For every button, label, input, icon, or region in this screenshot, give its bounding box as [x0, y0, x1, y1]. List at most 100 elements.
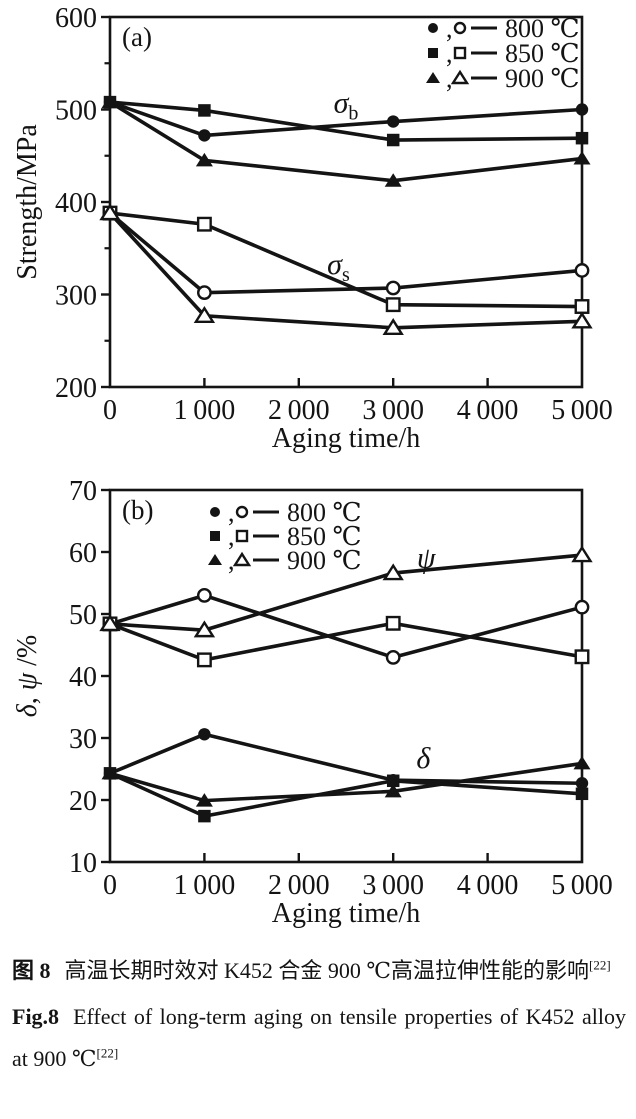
- legend-open-circle-icon: [453, 21, 467, 35]
- annotation-symbol: σ: [334, 86, 350, 119]
- x-axis-title: Aging time/h: [272, 423, 421, 454]
- y-tick-label: 20: [69, 786, 97, 817]
- legend-label: 800 ℃: [287, 498, 362, 527]
- marker-delta-850: [386, 774, 400, 788]
- annotation-δ: δ: [416, 742, 431, 775]
- y-tick-label: 500: [55, 96, 97, 127]
- x-tick-label: 2 000: [268, 870, 330, 901]
- y-axis-title-part: δ: [12, 703, 43, 717]
- marker-sigma-b-800: [575, 103, 589, 116]
- marker-sigma-s-850: [196, 216, 212, 232]
- series-line-psi-850: [109, 621, 583, 662]
- marker-delta-900: [384, 783, 402, 798]
- y-tick-label: 70: [69, 476, 97, 507]
- legend-open-triangle-icon: [232, 551, 252, 567]
- y-tick-label: 40: [69, 662, 97, 693]
- annotation-symbol: δ: [416, 742, 431, 775]
- x-tick-label: 0: [103, 395, 117, 426]
- legend-filled-square-icon: [428, 48, 438, 58]
- legend-open-square-icon: [453, 46, 467, 60]
- marker-delta-850: [198, 809, 211, 823]
- y-tick-label: 30: [69, 724, 97, 755]
- marker-sigma-b-800: [198, 129, 211, 142]
- series-line-sigma-s-850: [109, 211, 583, 309]
- annotation-subscript: b: [348, 102, 358, 124]
- caption-en-text: Effect of long-term aging on tensile pro…: [12, 1004, 626, 1071]
- marker-sigma-s-800: [385, 280, 401, 296]
- marker-sigma-b-800: [387, 115, 400, 128]
- series-line-delta-900: [109, 761, 583, 803]
- chart-a-strength-plot: 200 300 400 500 600 0 1 000 2 000 3 000 4 000 5 00…: [12, 3, 613, 454]
- x-axis-title: Aging time/h: [272, 898, 421, 929]
- legend-filled-triangle-icon: [208, 554, 222, 565]
- marker-psi-800: [385, 649, 401, 665]
- series-line-sigma-s-800: [108, 211, 583, 295]
- y-tick-label: 10: [69, 848, 97, 879]
- caption-zh-label: 图 8: [12, 958, 51, 983]
- marker-sigma-b-900: [195, 152, 213, 167]
- y-tick-label: 400: [55, 188, 97, 219]
- figure-caption: 图 8 高温长期时效对 K452 合金 900 ℃高温拉伸性能的影响[22] Fi…: [0, 940, 636, 1080]
- y-axis-title-part: /%: [12, 635, 43, 673]
- annotation-subscript: s: [342, 264, 350, 286]
- legend-label: 900 ℃: [505, 64, 580, 93]
- marker-psi-900: [99, 614, 121, 632]
- y-axis-title: Strength/MPa: [12, 124, 43, 280]
- annotation-symbol: ψ: [417, 542, 437, 575]
- marker-psi-900: [571, 545, 593, 563]
- marker-delta-850: [575, 787, 589, 801]
- marker-psi-900: [382, 563, 404, 581]
- marker-sigma-s-800: [574, 263, 590, 278]
- marker-psi-850: [385, 615, 401, 631]
- legend-comma: ,: [228, 498, 235, 527]
- legend-row-800c: , 800 ℃: [428, 14, 580, 43]
- marker-sigma-b-900: [573, 151, 591, 165]
- marker-sigma-s-800: [196, 285, 212, 301]
- marker-sigma-b-850: [386, 133, 400, 147]
- legend-comma: ,: [228, 522, 235, 551]
- series-line-delta-800: [109, 732, 583, 786]
- legend-open-circle-icon: [235, 505, 249, 519]
- x-tick-label: 4 000: [457, 870, 519, 901]
- caption-zh-ref: [22]: [589, 957, 611, 973]
- legend-filled-circle-icon: [210, 507, 220, 517]
- y-tick-label: 600: [55, 3, 97, 34]
- y-tick-label: 300: [55, 281, 97, 312]
- marker-sigma-b-850: [198, 104, 211, 117]
- x-tick-label: 0: [103, 870, 117, 901]
- figure-8: 200 300 400 500 600 0 1 000 2 000 3 000 4 000 5 00…: [0, 3, 636, 1080]
- legend-comma: ,: [446, 14, 453, 43]
- caption-en-ref: [22]: [96, 1045, 119, 1061]
- y-axis-title-part: ψ: [12, 672, 43, 690]
- legend-row-800c: , 800 ℃: [210, 498, 362, 527]
- legend-filled-triangle-icon: [426, 72, 440, 83]
- marker-psi-900: [193, 620, 216, 638]
- y-axis-title-part: Strength/MPa: [12, 124, 43, 280]
- panel-label: (b): [122, 495, 153, 525]
- legend-label: 800 ℃: [505, 14, 580, 43]
- marker-delta-900: [195, 793, 213, 807]
- x-tick-label: 1 000: [174, 870, 236, 901]
- x-tick-label: 4 000: [457, 395, 519, 426]
- marker-psi-850: [196, 652, 212, 668]
- legend-row-850c: , 850 ℃: [428, 39, 580, 68]
- panel-label: (a): [122, 22, 152, 52]
- marker-sigma-s-850: [385, 297, 401, 313]
- annotation-symbol: σ: [327, 248, 343, 281]
- legend-label: 900 ℃: [287, 546, 362, 575]
- y-axis-title-part: ,: [12, 690, 43, 704]
- legend-open-square-icon: [235, 529, 249, 543]
- series-line-sigma-b-800: [109, 100, 583, 138]
- x-tick-label: 1 000: [174, 395, 236, 426]
- legend-label: 850 ℃: [287, 522, 362, 551]
- x-tick-label: 3 000: [362, 395, 424, 426]
- marker-delta-800: [575, 777, 589, 790]
- marker-sigma-s-900: [571, 311, 593, 329]
- chart-b-ductility-plot: 10 20 30 40 50 60 70 0 1 000 2 000 3 000 4 000 5 000…: [12, 476, 613, 929]
- series-line-sigma-b-850: [109, 100, 583, 142]
- marker-sigma-b-850: [103, 95, 117, 109]
- legend-label: 850 ℃: [505, 39, 580, 68]
- marker-sigma-s-850: [574, 299, 590, 314]
- caption-zh-text: 高温长期时效对 K452 合金 900 ℃高温拉伸性能的影响: [64, 958, 590, 983]
- series-line-sigma-b-900: [109, 100, 583, 183]
